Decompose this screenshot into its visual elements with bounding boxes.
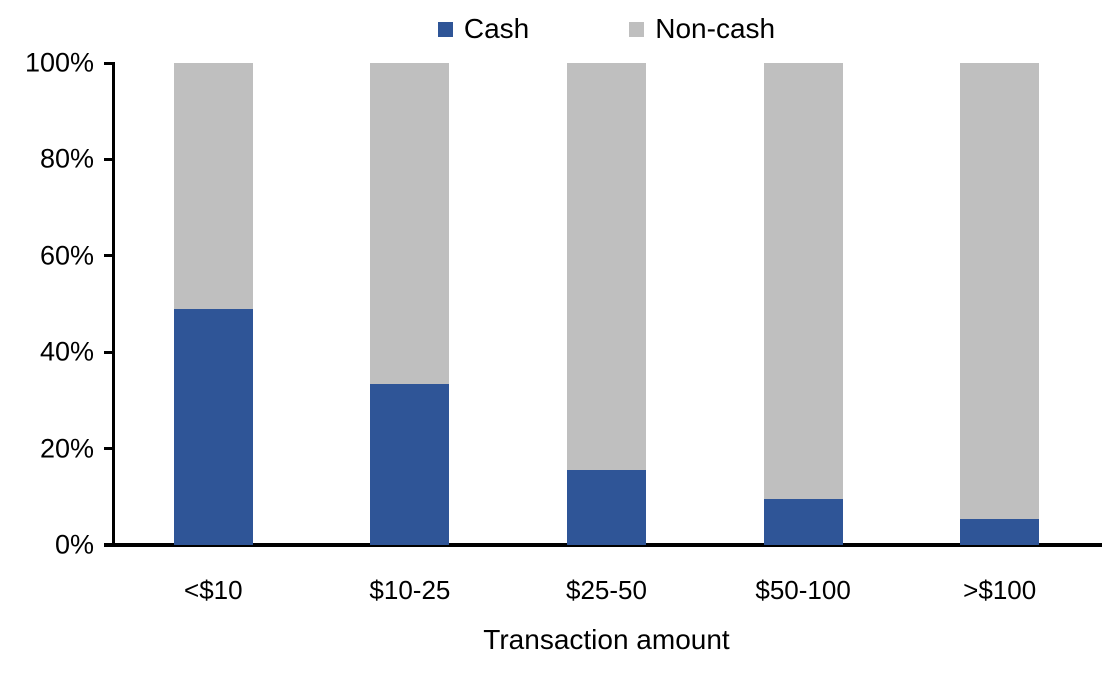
y-axis-line <box>112 62 115 545</box>
x-axis-title: Transaction amount <box>483 624 730 655</box>
bar-segment-non-cash-2 <box>567 63 646 471</box>
legend-swatch-noncash-icon <box>629 21 645 37</box>
bar-segment-cash-1 <box>370 383 450 545</box>
legend-swatch-cash-icon <box>437 21 453 37</box>
bar-segment-non-cash-1 <box>370 63 450 384</box>
legend-label-noncash: Non-cash <box>655 13 776 44</box>
y-tick-label-0: 0% <box>54 529 94 560</box>
x-axis-line <box>104 543 1102 547</box>
x-tick-label-2: $25-50 <box>566 575 647 605</box>
x-tick-label-3: $50-100 <box>755 575 851 605</box>
y-tick-label-3: 60% <box>39 240 94 271</box>
y-tick-mark-2 <box>104 350 115 354</box>
x-tick-label-0: <$10 <box>184 575 243 605</box>
bar-segment-cash-4 <box>960 518 1040 545</box>
y-tick-label-4: 80% <box>39 143 94 174</box>
x-tick-label-1: $10-25 <box>369 575 451 605</box>
y-tick-label-5: 100% <box>24 47 94 78</box>
bar-segment-cash-3 <box>763 499 843 545</box>
y-tick-label-1: 20% <box>39 433 94 464</box>
bar-segment-non-cash-3 <box>763 63 843 500</box>
y-tick-mark-4 <box>104 157 115 161</box>
y-tick-mark-1 <box>104 447 115 451</box>
legend-item-cash: Cash <box>437 13 530 44</box>
plot-area <box>115 63 1098 545</box>
legend: Cash Non-cash <box>115 10 1098 48</box>
y-tick-mark-5 <box>104 61 115 65</box>
legend-item-noncash: Non-cash <box>629 15 775 43</box>
bar-segment-non-cash-4 <box>960 63 1040 519</box>
bar-segment-cash-0 <box>173 308 253 545</box>
x-tick-label-4: >$100 <box>963 575 1037 605</box>
y-tick-mark-3 <box>104 254 115 258</box>
y-tick-label-2: 40% <box>39 336 94 367</box>
legend-label-cash: Cash <box>463 13 530 44</box>
bar-segment-cash-2 <box>567 470 646 545</box>
bar-segment-non-cash-0 <box>173 63 253 309</box>
